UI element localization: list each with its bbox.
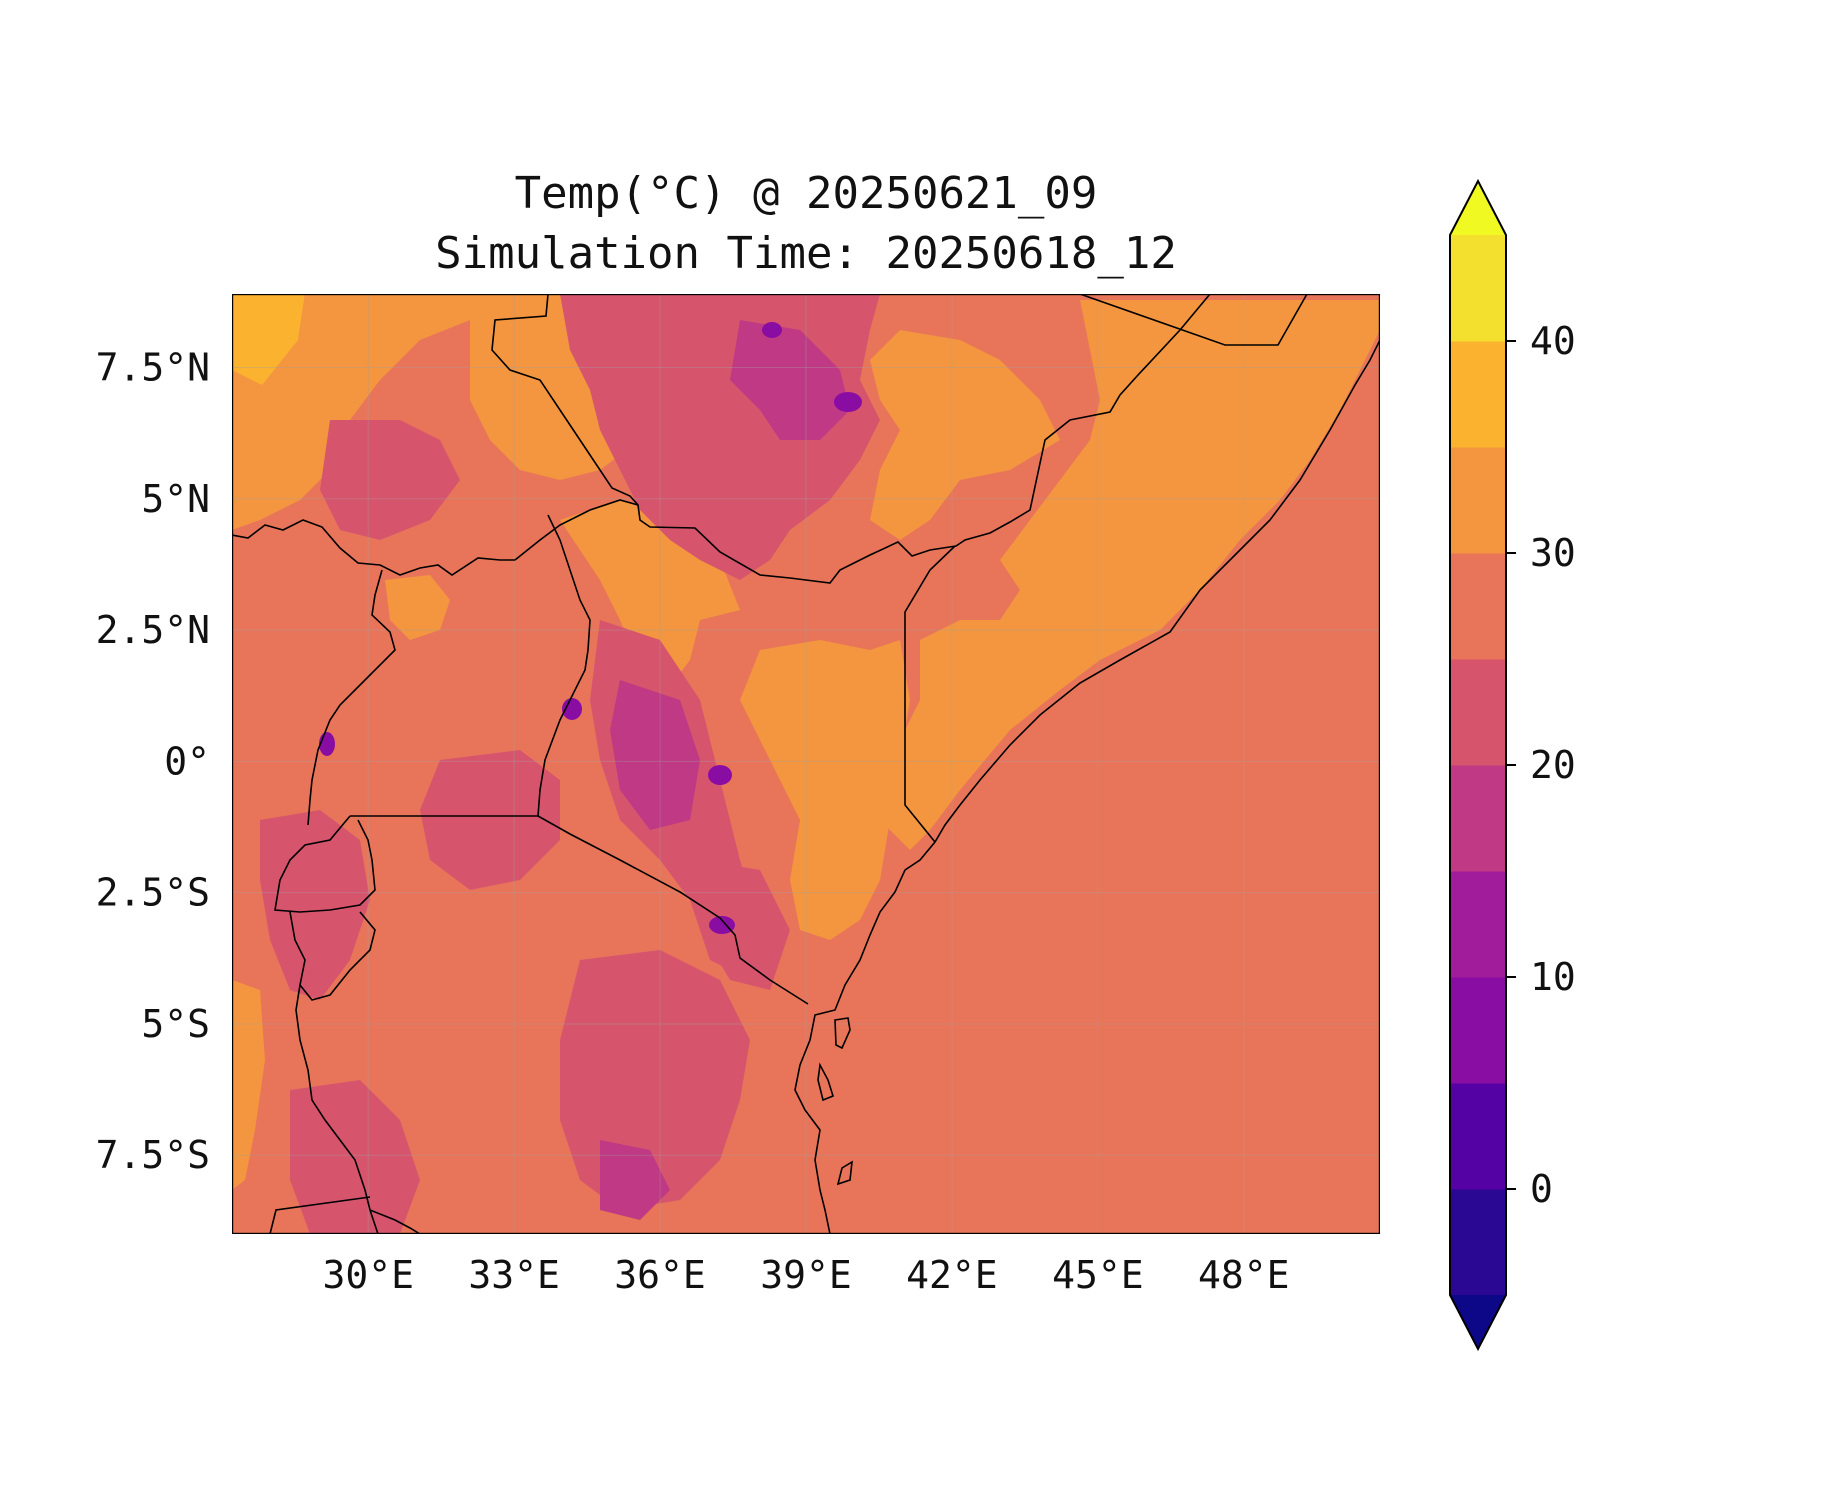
temp-region-cool-south-sudan	[320, 420, 460, 540]
border-somalia-ethiopia-north	[1079, 294, 1308, 346]
x-tick-label: 33°E	[468, 1253, 560, 1297]
border-uganda-west	[307, 569, 396, 826]
temp-region-cool-lake-victoria	[420, 750, 560, 890]
colorbar-tick-label: 10	[1530, 955, 1576, 999]
colorbar-level	[1450, 1083, 1506, 1190]
y-tick-label: 0°	[164, 739, 210, 783]
map-gridlines	[232, 294, 1380, 1234]
colorbar-level	[1450, 1189, 1506, 1296]
colorbar-level	[1450, 553, 1506, 660]
temp-region-cool-kilimanjaro-area	[700, 860, 790, 990]
temp-spot-rwenzori	[319, 732, 335, 756]
temp-spot-kilimanjaro	[709, 916, 735, 934]
x-tick-label: 36°E	[614, 1253, 706, 1297]
border-rwanda-burundi	[274, 815, 376, 913]
border-kenya-somalia	[904, 545, 956, 843]
colorbar-outline	[1449, 178, 1507, 1352]
colorbar: 0 10 20 30 40	[1449, 178, 1576, 1352]
colorbar-level	[1450, 765, 1506, 872]
border-zambia	[269, 1196, 371, 1234]
colorbar-extend-over	[1450, 181, 1506, 235]
colorbar-level	[1450, 977, 1506, 1084]
y-tick-label: 5°N	[141, 477, 210, 521]
temp-region-cold-ethiopia	[730, 320, 850, 440]
temp-region-warm-somalia	[880, 300, 1380, 850]
temp-spot-mount-kenya	[708, 765, 732, 785]
temp-region-cool-rwanda-burundi	[260, 810, 370, 1000]
temp-region-cool-southwest	[290, 1080, 420, 1234]
border-kenya-tanzania	[537, 815, 809, 1005]
border-malawi	[369, 1209, 421, 1234]
x-tick-label: 45°E	[1052, 1253, 1144, 1297]
y-tick-label: 2.5°N	[96, 608, 210, 652]
y-tick-label: 2.5°S	[96, 871, 210, 915]
colorbar-level	[1450, 871, 1506, 978]
border-burundi-lake-tanganyika	[289, 911, 376, 1001]
colorbar-level	[1450, 659, 1506, 766]
temp-region-warm-uganda	[385, 575, 450, 640]
border-kenya-north	[514, 499, 639, 561]
coastline-east-africa	[794, 339, 1380, 1234]
y-tick-label: 7.5°S	[96, 1133, 210, 1177]
temp-region-cold-tanzania	[600, 1140, 670, 1220]
x-tick-label: 39°E	[760, 1253, 852, 1297]
island-pemba	[817, 1062, 834, 1102]
x-tick-label: 42°E	[906, 1253, 998, 1297]
colorbar-tick-label: 20	[1530, 743, 1576, 787]
colorbar-tick-label: 0	[1530, 1167, 1553, 1211]
y-axis-tick-labels: 7.5°N 5°N 2.5°N 0° 2.5°S 5°S 7.5°S	[96, 346, 210, 1178]
x-axis-tick-labels: 30°E 33°E 36°E 39°E 42°E 45°E 48°E	[322, 1253, 1289, 1297]
temp-spot-ethiopia-2	[762, 322, 782, 338]
colorbar-level	[1450, 235, 1506, 342]
map-title-line1: Temp(°C) @ 20250621_09	[515, 168, 1098, 219]
country-borders	[232, 294, 1380, 1234]
temp-spot-elgon	[562, 698, 582, 720]
temp-spot-ethiopia-1	[834, 392, 862, 412]
map-panel	[232, 294, 1380, 1234]
temp-region-warm-sudan	[470, 294, 640, 480]
x-tick-label: 30°E	[322, 1253, 414, 1297]
colorbar-tick-label: 40	[1530, 319, 1576, 363]
temp-region-warm-northwest	[232, 294, 470, 530]
y-tick-label: 5°S	[141, 1002, 210, 1046]
island-mafia	[836, 1160, 853, 1186]
map-title-line2: Simulation Time: 20250618_12	[435, 228, 1177, 279]
border-south-sudan-ethiopia	[491, 294, 1211, 584]
colorbar-extend-under	[1450, 1295, 1506, 1349]
temp-region-warm-drc-south	[232, 980, 265, 1190]
colorbar-level	[1450, 341, 1506, 448]
x-tick-label: 48°E	[1198, 1253, 1290, 1297]
temp-region-cold-kenya-highlands	[610, 680, 700, 830]
border-uganda-east	[537, 514, 591, 817]
island-zanzibar	[834, 1017, 851, 1050]
temp-region-warm-ethiopia-east	[870, 330, 1060, 540]
border-sudan-drc	[232, 519, 515, 576]
temp-region-warm-kenya-east	[740, 640, 910, 940]
colorbar-level	[1450, 447, 1506, 554]
colorbar-tick-label: 30	[1530, 531, 1576, 575]
y-tick-label: 7.5°N	[96, 346, 210, 390]
